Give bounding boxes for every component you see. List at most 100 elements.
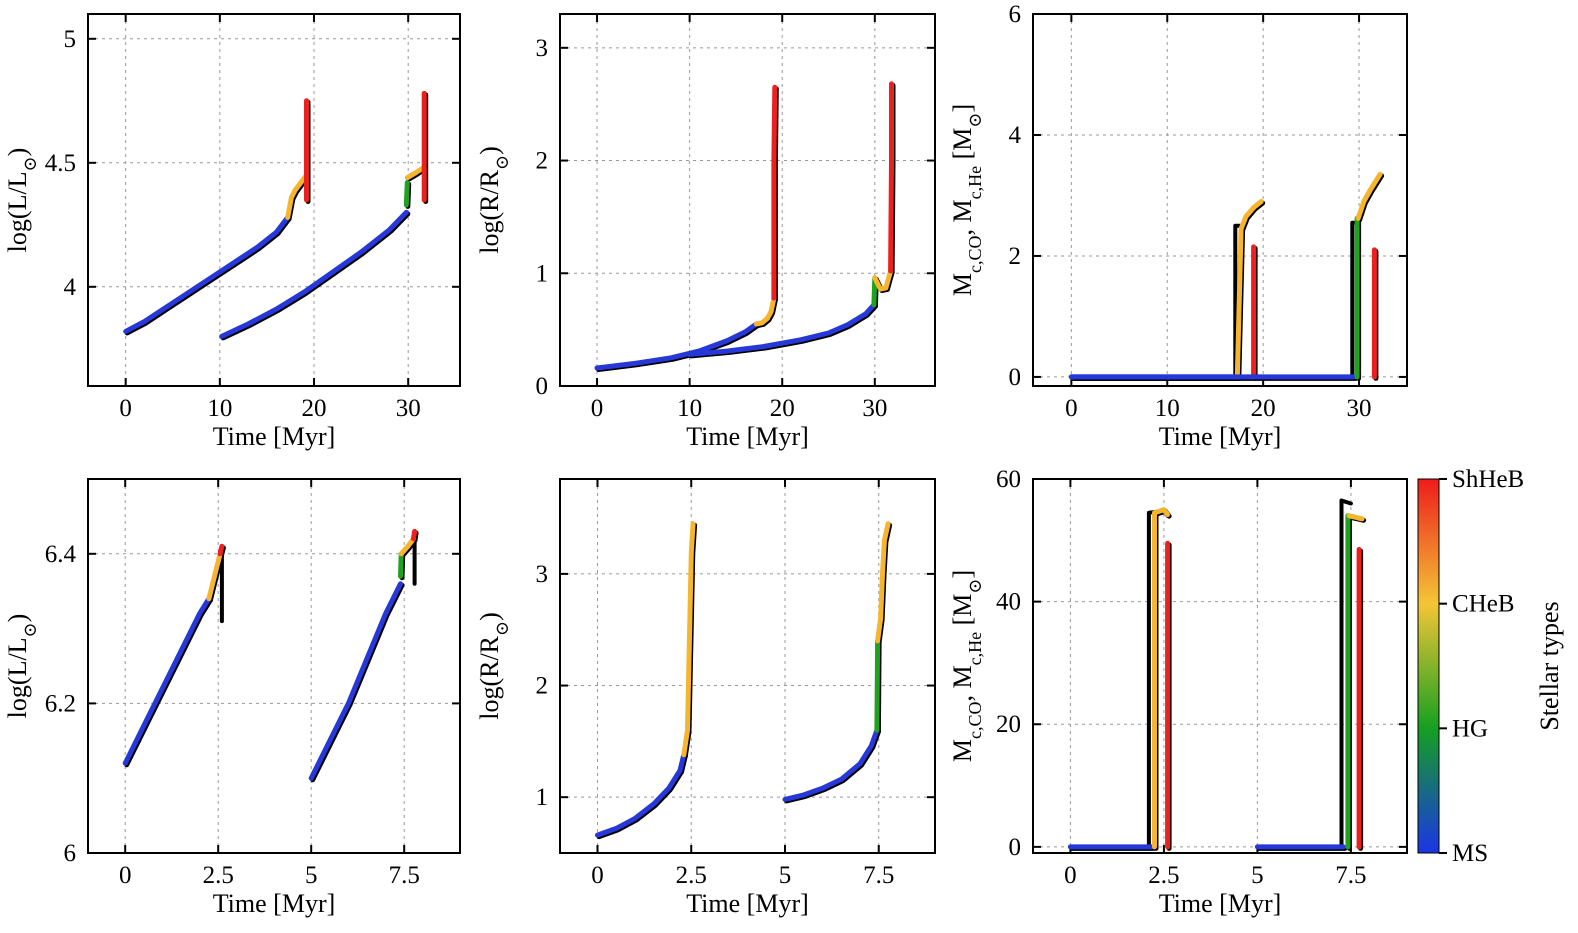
x-tick-label: 5 (779, 862, 792, 889)
series-shheb (217, 543, 225, 557)
x-tick-label: 0 (591, 862, 604, 889)
y-tick-label: 6 (1009, 1, 1022, 28)
series-ms (219, 209, 409, 339)
series-shadow-shadow (1357, 173, 1385, 223)
series-ms (594, 321, 759, 371)
y-axis-label: log(R/R⊙) (475, 612, 512, 720)
y-tick-label: 4.5 (45, 150, 76, 177)
colorbar-tick-label: CHeB (1452, 591, 1515, 618)
series-ms (308, 581, 403, 781)
x-tick-label: 20 (302, 395, 327, 422)
series-cheb (681, 521, 696, 758)
series-shadow-shadow (220, 211, 411, 341)
series-cheb (285, 172, 309, 220)
x-tick-label: 5 (305, 862, 318, 889)
series-hg (398, 551, 404, 579)
colorbar-title: Stellar types (1535, 601, 1564, 730)
x-tick-label: 30 (862, 395, 887, 422)
plot-frame (87, 478, 461, 854)
x-tick-label: 0 (119, 862, 132, 889)
y-tick-label: 1 (536, 784, 549, 811)
y-tick-label: 4 (1009, 122, 1022, 149)
plot-frame (1032, 478, 1408, 854)
y-tick-label: 60 (996, 466, 1021, 493)
y-tick-label: 20 (996, 711, 1021, 738)
series-ms (782, 727, 880, 802)
x-axis-label: Time [Myr] (213, 422, 336, 451)
series-shadow (1339, 498, 1353, 849)
plot-frame (559, 13, 936, 387)
series-group (1067, 498, 1367, 851)
x-tick-label: 7.5 (389, 862, 420, 889)
y-tick-label: 3 (536, 35, 549, 62)
y-tick-label: 6.2 (45, 690, 76, 717)
x-tick-label: 20 (770, 395, 795, 422)
y-axis-label: log(L/L⊙) (3, 614, 40, 719)
colorbar-tick-label: ShHeB (1452, 466, 1524, 493)
series-cheb (1346, 513, 1365, 522)
series-group (123, 90, 429, 341)
series-shadow (1233, 223, 1243, 379)
series-shadow-shadow (596, 753, 688, 840)
x-axis-label: Time [Myr] (686, 422, 809, 451)
x-tick-label: 2.5 (676, 862, 707, 889)
x-tick-label: 2.5 (203, 862, 234, 889)
plot-frame (87, 13, 461, 387)
y-tick-label: 4 (64, 274, 77, 301)
y-tick-label: 3 (536, 561, 549, 588)
panel-top-left: 0 10 20 30 4 4.5 5 Time [Myr] log(L/L⊙) (3, 13, 461, 451)
panel-bottom-middle: 0 2.5 5 7.5 1 2 3 Time [Myr] log(R/R⊙) (475, 478, 936, 918)
x-tick-label: 30 (396, 395, 421, 422)
y-tick-label: 2 (536, 148, 549, 175)
colorbar: MS HG CHeB ShHeB Stellar types (1417, 466, 1564, 867)
y-tick-label: 6.4 (45, 541, 77, 568)
series-cheb (398, 536, 416, 557)
panel-top-middle: 0 10 20 30 0 1 2 3 Time [Myr] log(R/R⊙) (475, 13, 936, 451)
series-hg (403, 180, 410, 208)
y-tick-label: 40 (996, 589, 1021, 616)
x-tick-label: 0 (1065, 395, 1078, 422)
y-tick-label: 0 (1009, 834, 1022, 861)
series-cheb (872, 268, 894, 292)
x-tick-label: 7.5 (1335, 862, 1366, 889)
series-ms (122, 596, 212, 766)
series-cheb (1234, 199, 1264, 380)
series-shheb (771, 84, 778, 301)
series-shadow-shadow (784, 729, 881, 804)
colorbar-tick-label: HG (1452, 715, 1488, 742)
series-cheb (753, 295, 777, 327)
y-tick-label: 0 (536, 373, 549, 400)
x-tick-label: 7.5 (863, 862, 894, 889)
series-group (594, 81, 896, 372)
colorbar-bar (1417, 478, 1440, 854)
series-cheb (1152, 507, 1171, 850)
series-cheb (875, 521, 891, 644)
series-group (595, 521, 893, 840)
series-shheb (888, 81, 894, 274)
x-axis-label: Time [Myr] (1159, 422, 1282, 451)
series-cheb (404, 165, 426, 181)
x-axis-label: Time [Myr] (213, 889, 336, 918)
x-tick-label: 10 (1155, 395, 1180, 422)
series-group (122, 528, 419, 783)
series-ms (595, 752, 687, 838)
series-ms (123, 214, 291, 334)
series-group (1068, 171, 1385, 381)
x-tick-label: 10 (677, 395, 702, 422)
x-axis-label: Time [Myr] (1159, 889, 1282, 918)
x-axis-label: Time [Myr] (686, 889, 809, 918)
y-tick-label: 1 (536, 260, 549, 287)
panel-bottom-right: 0 2.5 5 7.5 0 20 40 60 Time [Myr] Mc,CO, Mc,He [M… (948, 466, 1408, 918)
series-cheb (206, 551, 223, 602)
x-tick-label: 20 (1251, 395, 1276, 422)
y-tick-label: 2 (536, 673, 549, 700)
series-shheb (411, 528, 418, 542)
y-axis-label: Mc,CO, Mc,He [M⊙] (948, 570, 985, 762)
series-cheb (1355, 171, 1383, 221)
y-axis-label: Mc,CO, Mc,He [M⊙] (948, 104, 985, 296)
x-tick-label: 30 (1347, 395, 1372, 422)
y-tick-label: 5 (64, 26, 77, 53)
series-ms (687, 302, 877, 357)
panel-bottom-left: 0 2.5 5 7.5 6 6.2 6.4 Time [Myr] log(L/L⊙) (3, 478, 461, 918)
panel-top-right: 0 10 20 30 0 2 4 6 Time [Myr] Mc,CO, Mc,He [M⊙] (948, 1, 1408, 451)
